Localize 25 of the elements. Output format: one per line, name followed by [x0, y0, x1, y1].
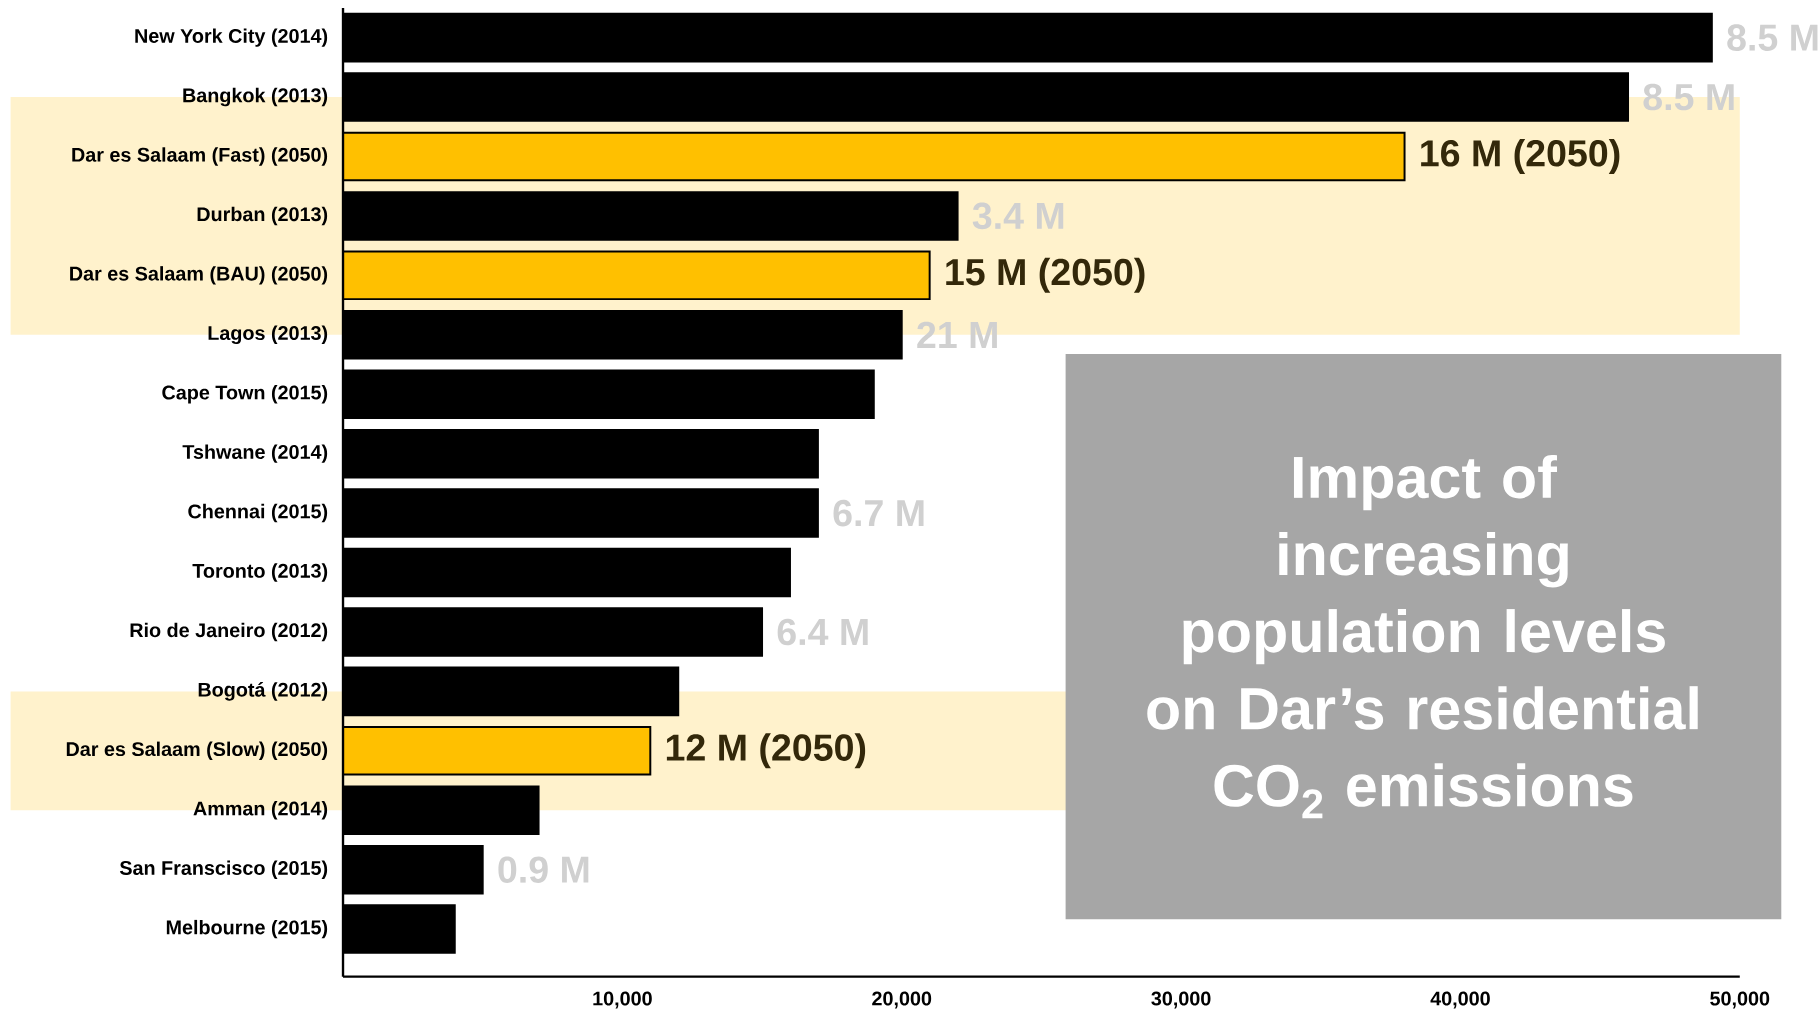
y-tick-label: Bangkok (2013) — [183, 87, 328, 107]
y-tick-label: Toronto (2013) — [192, 563, 328, 582]
x-tick-label: 50,000 — [1710, 991, 1770, 1009]
y-tick-label: San Franscisco (2015) — [119, 860, 328, 879]
y-tick-label: Dar es Salaam (Fast) (2050) — [72, 147, 328, 166]
annotation: 12 M (2050) — [666, 733, 866, 769]
annotation: 16 M (2050) — [1421, 138, 1620, 174]
y-tick-label: Durban (2013) — [197, 206, 328, 226]
y-tick-label: Dar es Salaam (BAU) (2050) — [70, 266, 328, 285]
y-tick-label: Amman (2014) — [193, 801, 328, 820]
y-tick-label: Rio de Janeiro (2012) — [130, 622, 328, 642]
text: Impact of increasing population levels on Dar’s residential CO$_{2}$ emissions — [1147, 454, 1698, 819]
x-tick-label: 30,000 — [1151, 991, 1211, 1009]
y-tick-label: New York City (2014) — [135, 28, 328, 47]
x-tick-label: 10,000 — [593, 991, 652, 1009]
y-tick-label: Tshwane (2014) — [182, 444, 328, 463]
y-tick-label: Bogotá (2012) — [198, 682, 328, 701]
y-tick-label: Chennai (2015) — [188, 503, 328, 523]
y-tick-label: Dar es Salaam (Slow) (2050) — [66, 741, 328, 761]
y-tick-label: Melbourne (2015) — [166, 919, 328, 939]
y-tick-label: Lagos (2013) — [208, 325, 328, 345]
annotation: 15 M (2050) — [946, 257, 1145, 293]
x-tick-label: 40,000 — [1430, 991, 1490, 1009]
x-tick-label: 20,000 — [872, 991, 932, 1009]
y-tick-label: Cape Town (2015) — [162, 385, 328, 404]
